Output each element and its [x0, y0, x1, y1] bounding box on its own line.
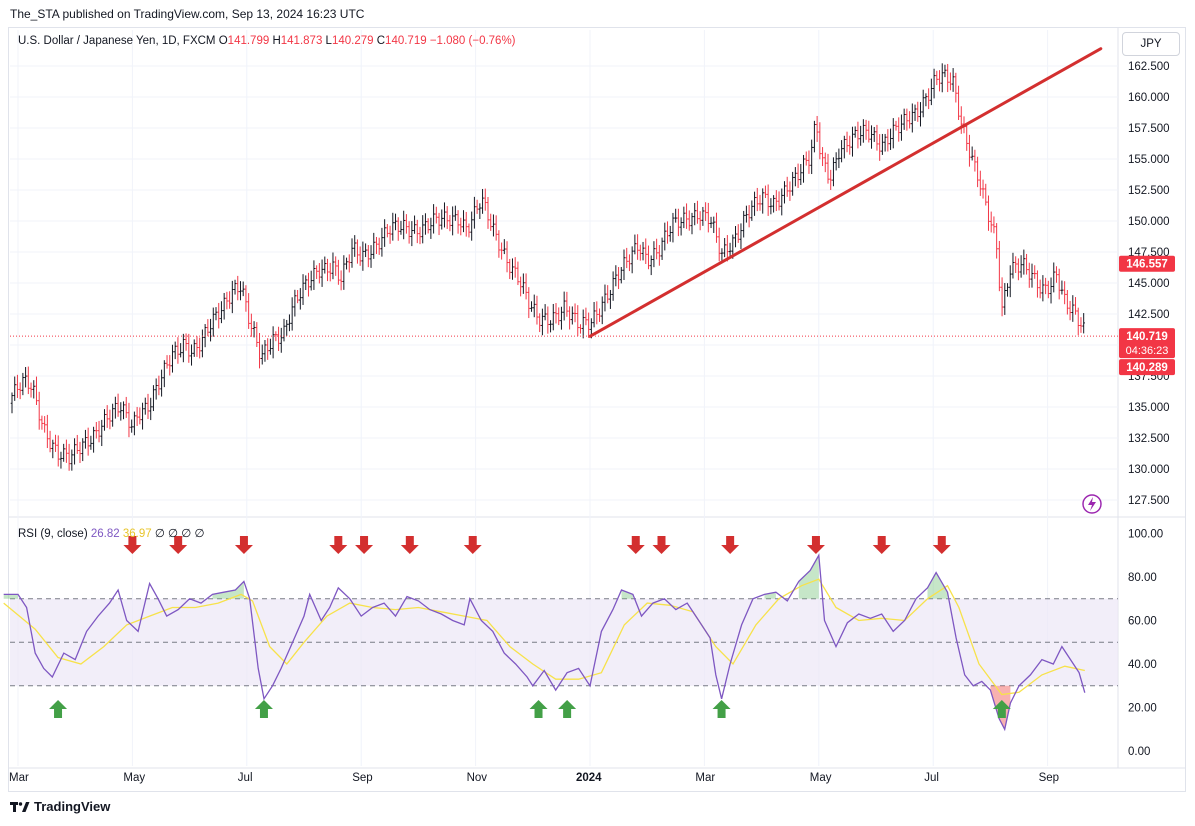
symbol-title: U.S. Dollar / Japanese Yen, 1D, FXCM — [18, 35, 216, 47]
tradingview-logo[interactable]: TradingView — [10, 799, 110, 814]
rsi-overbought-fill — [212, 581, 244, 599]
time-tick-label: Jul — [238, 772, 253, 784]
buy-signal-arrow — [49, 700, 68, 718]
change-value: −1.080 (−0.76%) — [429, 35, 516, 47]
price-tick-label: 145.000 — [1128, 278, 1170, 290]
price-tick-label: 155.000 — [1128, 154, 1170, 166]
close-label: C — [376, 35, 386, 47]
time-tick-label: May — [123, 772, 145, 784]
publisher-caption: The_STA published on TradingView.com, Se… — [10, 7, 365, 21]
price-tick-label: 142.500 — [1128, 309, 1170, 321]
open-value: 141.799 — [227, 35, 270, 47]
tradingview-icon — [10, 801, 30, 812]
currency-button[interactable]: JPY — [1122, 32, 1180, 56]
price-tick-label: 157.500 — [1128, 123, 1170, 135]
rsi-tick-label: 60.00 — [1128, 616, 1157, 628]
open-label: O — [218, 35, 228, 47]
sell-signal-arrow — [169, 536, 188, 554]
last-price-badge: 140.719 — [1126, 331, 1168, 343]
time-tick-label: Sep — [1039, 772, 1059, 784]
rsi-overbought-fill — [798, 555, 819, 599]
trendline-level-badge: 146.557 — [1126, 259, 1168, 271]
time-tick-label: Sep — [352, 772, 372, 784]
time-tick-label: Mar — [9, 772, 29, 784]
chart-frame — [8, 27, 1186, 792]
price-tick-label: 135.000 — [1128, 402, 1170, 414]
price-tick-label: 127.500 — [1128, 495, 1170, 507]
symbol-legend: U.S. Dollar / Japanese Yen, 1D, FXCM O14… — [18, 35, 516, 47]
rsi-extra: ∅ ∅ ∅ ∅ — [154, 528, 205, 540]
close-value: 140.719 — [385, 35, 427, 47]
buy-signal-arrow — [712, 700, 731, 718]
sell-signal-arrow — [626, 536, 645, 554]
high-label: H — [272, 35, 281, 47]
time-tick-label: Jul — [924, 772, 939, 784]
rsi-value: 26.82 — [90, 528, 120, 540]
low-price-badge: 140.289 — [1126, 362, 1168, 374]
rsi-overbought-fill — [3, 594, 19, 599]
sell-signal-arrow — [932, 536, 951, 554]
buy-signal-arrow — [992, 700, 1011, 718]
low-label: L — [325, 35, 332, 47]
sell-signal-arrow — [721, 536, 740, 554]
last-price-badge-bg — [1119, 328, 1175, 359]
price-tick-label: 150.000 — [1128, 216, 1170, 228]
sell-signal-arrow — [652, 536, 671, 554]
sell-signal-arrow — [123, 536, 142, 554]
buy-signal-arrow — [558, 700, 577, 718]
sell-signal-arrow — [806, 536, 825, 554]
time-tick-label: Nov — [467, 772, 488, 784]
rsi-title: RSI (9, close) — [18, 528, 88, 540]
rsi-ma-value: 36.97 — [122, 528, 152, 540]
sell-signal-arrow — [400, 536, 419, 554]
trendline-level-badge-bg — [1119, 255, 1175, 272]
alert-lightning-glyph — [1088, 497, 1096, 511]
sell-signal-arrow — [872, 536, 891, 554]
time-tick-label: May — [810, 772, 832, 784]
price-tick-label: 160.000 — [1128, 92, 1170, 104]
low-price-badge-bg — [1119, 359, 1175, 376]
rsi-tick-label: 80.00 — [1128, 572, 1157, 584]
rsi-line — [3, 553, 1086, 732]
rsi-legend: RSI (9, close) 26.82 36.97 ∅ ∅ ∅ ∅ — [18, 526, 205, 540]
trendline — [588, 47, 1103, 338]
price-tick-label: 132.500 — [1128, 433, 1170, 445]
rsi-ma-line — [3, 578, 1085, 696]
buy-signal-arrow — [529, 700, 548, 718]
rsi-overbought-fill — [764, 592, 776, 599]
sell-signal-arrow — [329, 536, 348, 554]
sell-signal-arrow — [463, 536, 482, 554]
low-value: 140.279 — [331, 35, 374, 47]
countdown-badge: 04:36:23 — [1126, 345, 1169, 357]
time-tick-label: Mar — [695, 772, 715, 784]
sell-signal-arrow — [234, 536, 253, 554]
price-tick-label: 130.000 — [1128, 464, 1170, 476]
rsi-tick-label: 0.00 — [1128, 746, 1150, 758]
time-tick-label: 2024 — [576, 772, 602, 784]
high-value: 141.873 — [280, 35, 323, 47]
rsi-tick-label: 100.00 — [1128, 529, 1163, 541]
price-tick-label: 162.500 — [1128, 61, 1170, 73]
price-tick-label: 152.500 — [1128, 185, 1170, 197]
rsi-overbought-fill — [927, 572, 948, 599]
rsi-tick-label: 20.00 — [1128, 703, 1157, 715]
sell-signal-arrow — [355, 536, 374, 554]
buy-signal-arrow — [254, 700, 273, 718]
rsi-overbought-fill — [621, 590, 633, 599]
rsi-tick-label: 40.00 — [1128, 659, 1157, 671]
brand-name: TradingView — [34, 799, 111, 814]
